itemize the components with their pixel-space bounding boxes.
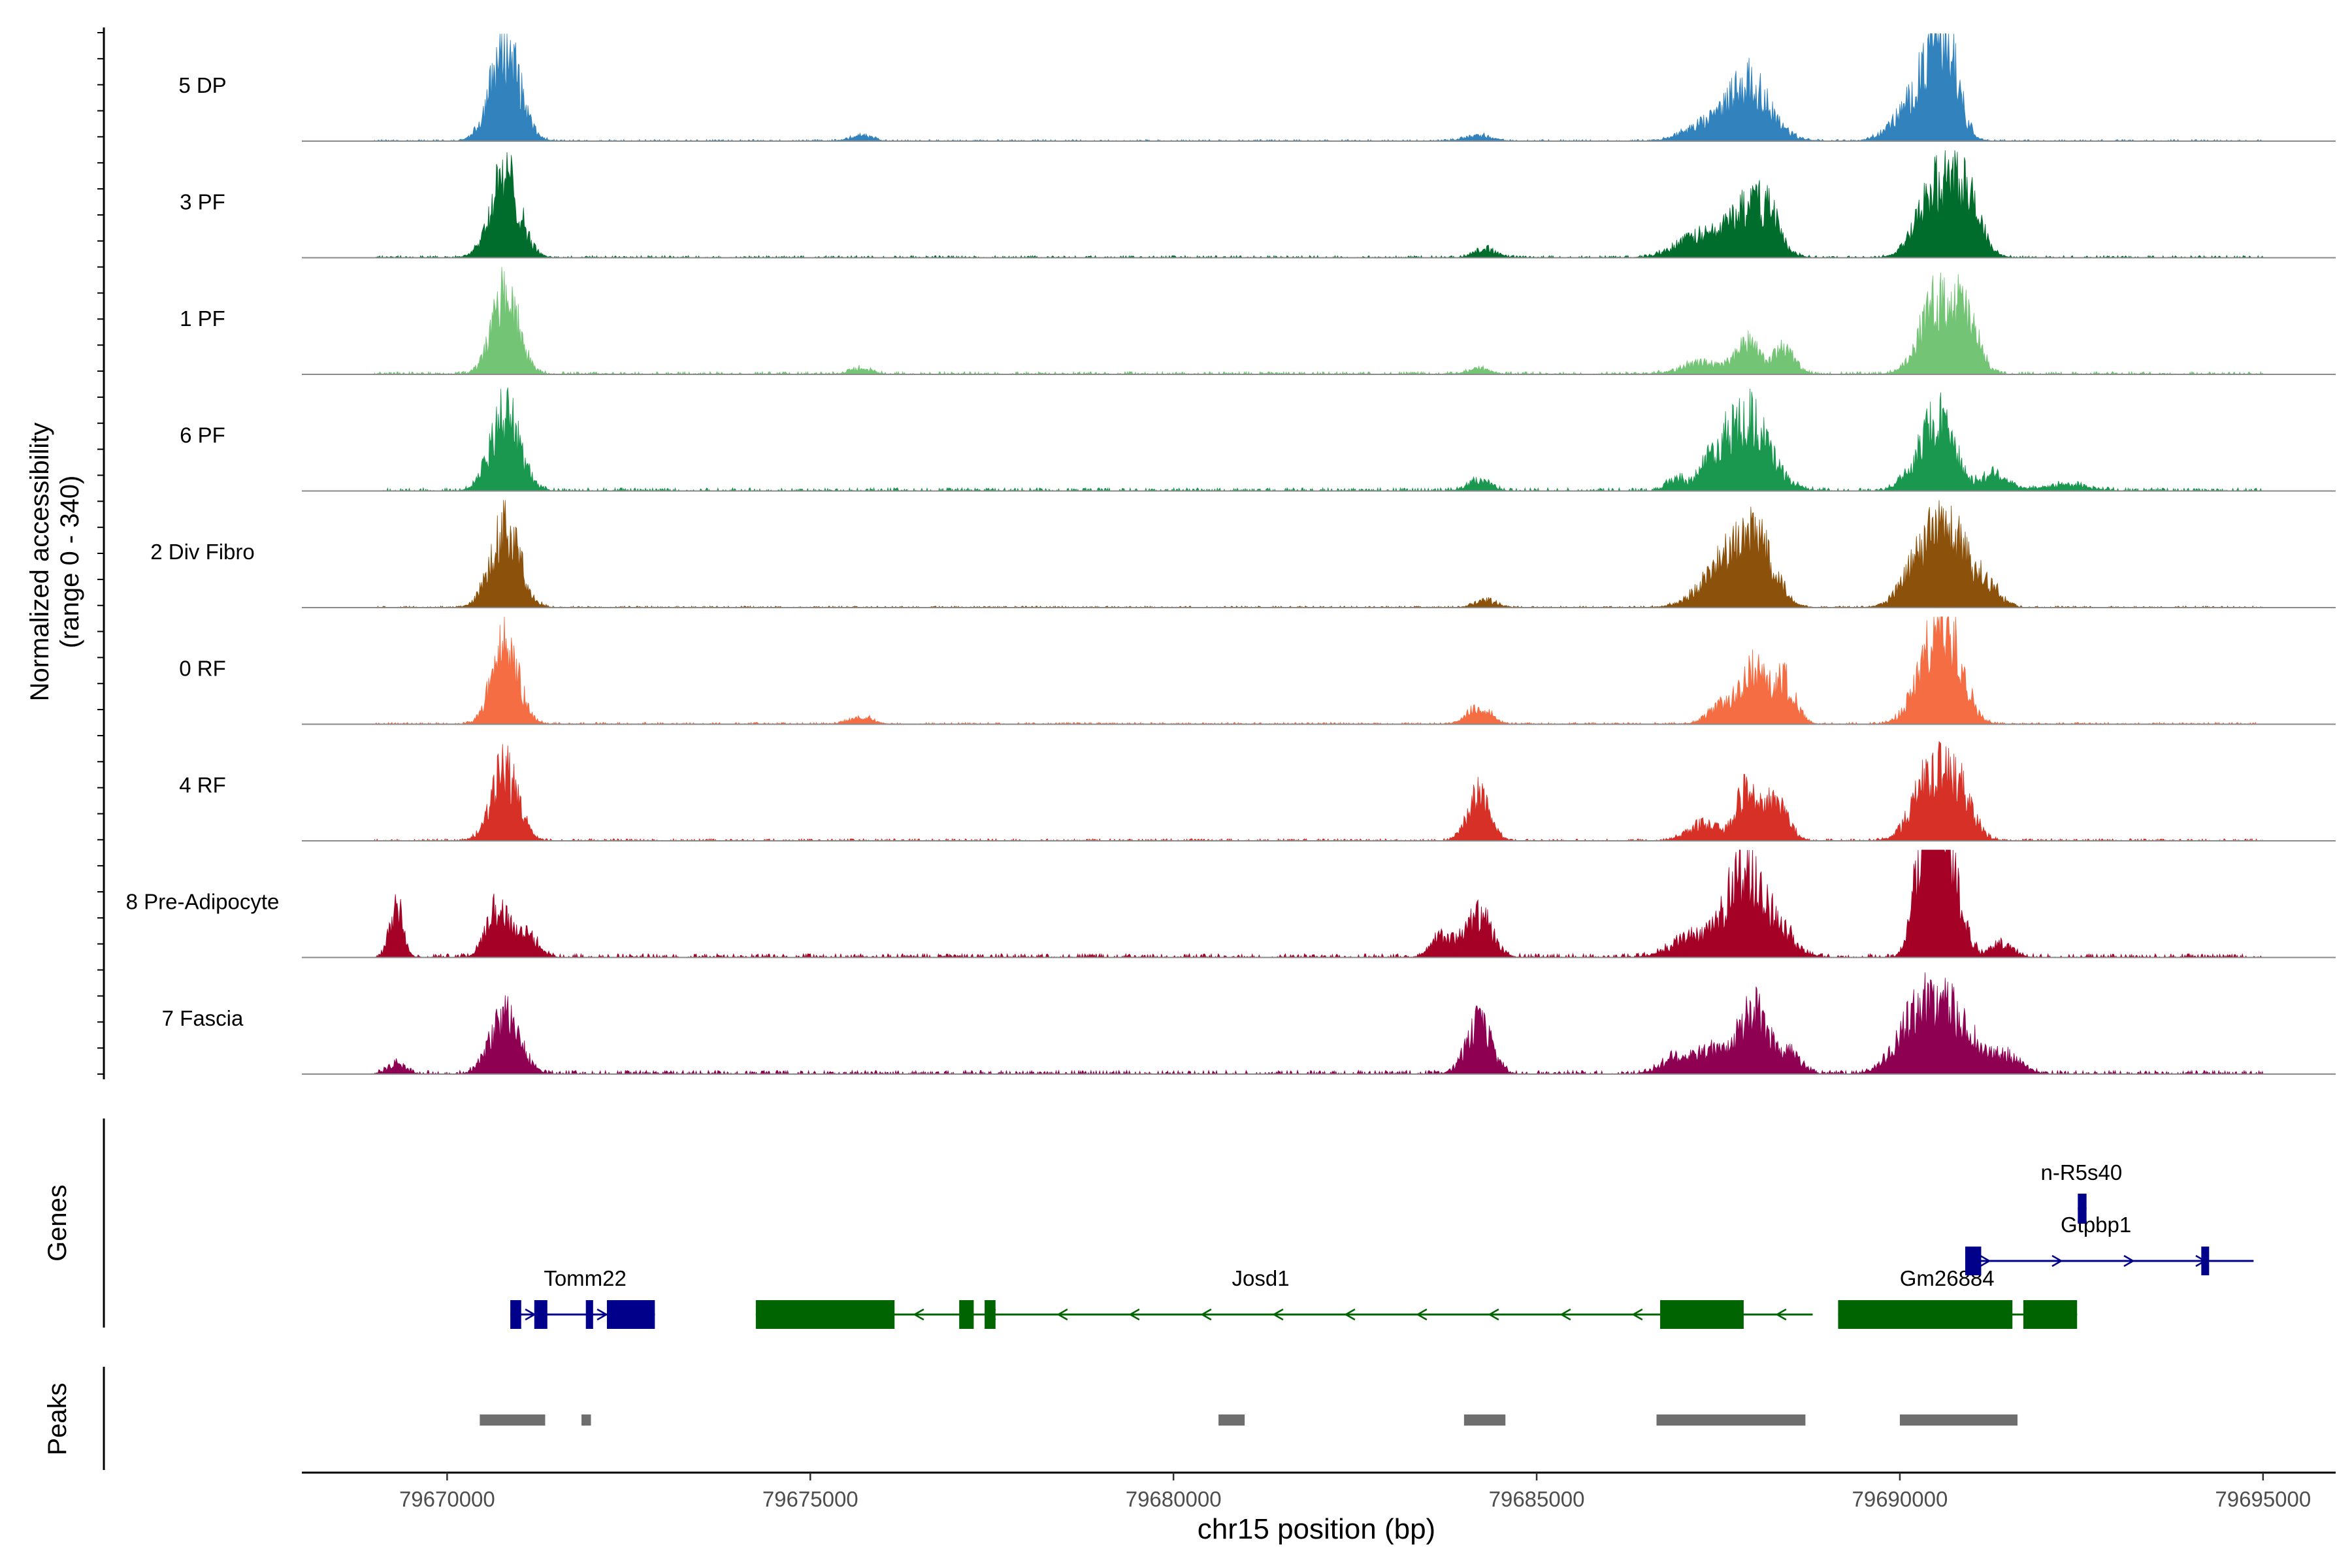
peak-region [1656,1414,1806,1426]
strand-arrow [1775,1308,1787,1321]
gene-gtpbp1: Gtpbp1 [1965,1213,2254,1275]
track-label: 4 RF [179,773,226,797]
strand-arrow [1344,1308,1356,1321]
strand-arrow [1128,1308,1140,1321]
coverage-area [374,33,2263,142]
coverage-tracks: 5 DP 3 PF 1 PF 6 PF 2 Div Fibro 0 RF 4 RF 8 Pre… [126,33,2336,1075]
strand-arrow [1272,1308,1284,1321]
gene-exon [985,1300,996,1329]
coverage-area [374,616,2263,725]
track-1-pf: 1 PF [180,267,2336,376]
track-label: 7 Fascia [162,1006,244,1030]
track-6-pf: 6 PF [180,387,2336,492]
track-label: 5 DP [178,73,226,97]
coverage-area [374,849,2263,958]
gene-josd1: Josd1 [755,1266,1813,1329]
track-3-pf: 3 PF [180,150,2336,259]
peak-regions [480,1414,2018,1426]
track-2-div-fibro: 2 Div Fibro [150,500,2336,608]
gene-exon [755,1300,895,1329]
track-5-dp: 5 DP [178,33,2336,142]
gene-exon [534,1300,547,1329]
track-label: 1 PF [180,306,225,331]
peak-region [480,1414,546,1426]
gene-label: Gtpbp1 [2061,1213,2131,1237]
coverage-area [374,972,2264,1075]
gene-label: Tomm22 [544,1266,627,1290]
coverage-area [374,387,2263,492]
track-7-fascia: 7 Fascia [162,972,2336,1075]
peaks-axis-label: Peaks [43,1382,72,1455]
track-label: 2 Div Fibro [150,540,255,564]
gene-exon [2078,1194,2087,1224]
strand-arrow [596,1308,608,1321]
gene-label: n-R5s40 [2041,1160,2123,1184]
strand-arrow [2123,1254,2135,1267]
gene-exon [585,1300,593,1329]
peak-region [1218,1414,1245,1426]
strand-arrow [1980,1254,1991,1267]
x-tick-label: 79685000 [1489,1487,1585,1511]
strand-arrow [913,1308,924,1321]
genes-axis-label: Genes [43,1184,72,1262]
track-label: 6 PF [180,423,225,448]
gene-n-r5s40: n-R5s40 [2041,1160,2123,1224]
gene-exon [959,1300,974,1329]
coverage-area [374,500,2264,608]
y-axis-label-line1: Normalized accessibility [25,423,54,702]
track-0-rf: 0 RF [179,616,2336,725]
x-axis: 79670000 79675000 79680000 79685000 79690000… [302,1471,2336,1511]
gene-tomm22: Tomm22 [510,1266,655,1329]
track-8-pre-adipocyte: 8 Pre-Adipocyte [126,849,2336,958]
gene-exon [2201,1247,2210,1275]
gene-annotations: Tomm22 Josd1 Gm26884 Gtpbp1 n-R5s40 [510,1160,2254,1329]
peak-region [1463,1414,1506,1426]
strand-arrow [1560,1308,1571,1321]
strand-arrow [1200,1308,1212,1321]
x-tick-label: 79675000 [762,1487,858,1511]
strand-arrow [2051,1254,2063,1267]
x-tick-label: 79690000 [1852,1487,1948,1511]
coverage-area [374,741,2264,842]
track-label: 0 RF [179,657,226,681]
track-label: 3 PF [180,190,225,214]
x-tick-label: 79695000 [2215,1487,2311,1511]
gene-exon [2023,1300,2078,1329]
x-tick-label: 79680000 [1126,1487,1222,1511]
coverage-area [374,267,2264,376]
gene-exon [1660,1300,1744,1329]
strand-arrow [1416,1308,1428,1321]
coverage-area [374,150,2264,259]
x-axis-label: chr15 position (bp) [1198,1513,1435,1545]
gene-exon [510,1300,521,1329]
coverage-y-axis [97,27,105,1079]
track-4-rf: 4 RF [179,741,2336,842]
strand-arrow [1488,1308,1499,1321]
strand-arrow [1056,1308,1068,1321]
strand-arrow [1631,1308,1643,1321]
gene-gm26884: Gm26884 [1838,1266,2078,1329]
gene-exon [606,1300,655,1329]
peak-region [1899,1414,2018,1426]
gene-exon [1838,1300,2013,1329]
gene-label: Josd1 [1232,1266,1290,1290]
gene-exon [1965,1247,1982,1275]
x-tick-label: 79670000 [399,1487,495,1511]
track-label: 8 Pre-Adipocyte [126,890,280,914]
y-axis-label-line2: (range 0 - 340) [56,476,84,649]
peak-region [581,1414,591,1426]
